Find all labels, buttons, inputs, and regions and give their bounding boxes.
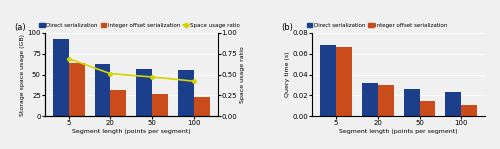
Space usage ratio [191, 80, 197, 82]
Bar [110, 90, 126, 116]
Space usage ratio [108, 73, 114, 74]
Legend: Direct serialization, Integer offset serialization: Direct serialization, Integer offset ser… [306, 23, 448, 28]
Legend: Direct serialization, Integer offset serialization, Space usage ratio: Direct serialization, Integer offset ser… [39, 23, 240, 28]
Bar [420, 101, 436, 116]
Space usage ratio [66, 58, 71, 60]
Text: (b): (b) [282, 23, 294, 32]
Bar [362, 83, 378, 116]
Line: Space usage ratio: Space usage ratio [67, 57, 196, 83]
Bar [136, 69, 152, 116]
Y-axis label: Query time (s): Query time (s) [285, 52, 290, 97]
Bar [446, 92, 462, 116]
Y-axis label: Storage space usage (GB): Storage space usage (GB) [20, 34, 24, 115]
Space usage ratio [149, 76, 155, 78]
Bar [404, 89, 419, 116]
Bar [68, 63, 84, 116]
Bar [152, 94, 168, 116]
Bar [336, 47, 352, 116]
Bar [462, 105, 477, 116]
Bar [178, 70, 194, 116]
Bar [53, 39, 68, 116]
Bar [320, 45, 336, 116]
X-axis label: Segment length (points per segment): Segment length (points per segment) [72, 129, 190, 134]
Bar [94, 64, 110, 116]
Bar [194, 97, 210, 116]
X-axis label: Segment length (points per segment): Segment length (points per segment) [340, 129, 458, 134]
Y-axis label: Space usage ratio: Space usage ratio [240, 46, 245, 103]
Bar [378, 85, 394, 116]
Text: (a): (a) [14, 23, 26, 32]
